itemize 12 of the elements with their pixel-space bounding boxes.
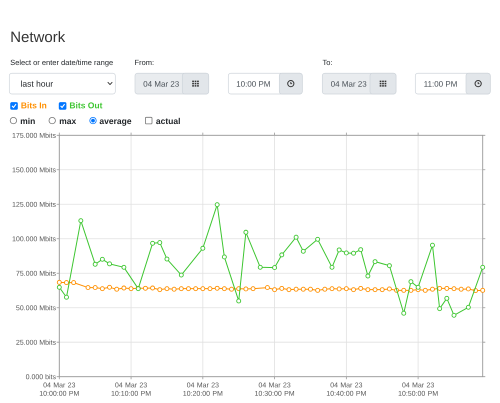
text: 04 Mar 23 — [331, 81, 366, 87]
text: average — [100, 119, 132, 126]
text: max — [60, 119, 76, 124]
text: Bits In — [21, 102, 46, 108]
text: Bits Out — [70, 102, 102, 108]
text: 10:00 PM — [236, 81, 270, 87]
text: last hour — [21, 80, 53, 87]
text: 11:00 PM — [424, 81, 457, 87]
text: actual — [156, 118, 180, 124]
text: 04 Mar 23 — [144, 81, 179, 87]
chart-title: Network — [11, 31, 66, 42]
text: min — [20, 118, 35, 124]
